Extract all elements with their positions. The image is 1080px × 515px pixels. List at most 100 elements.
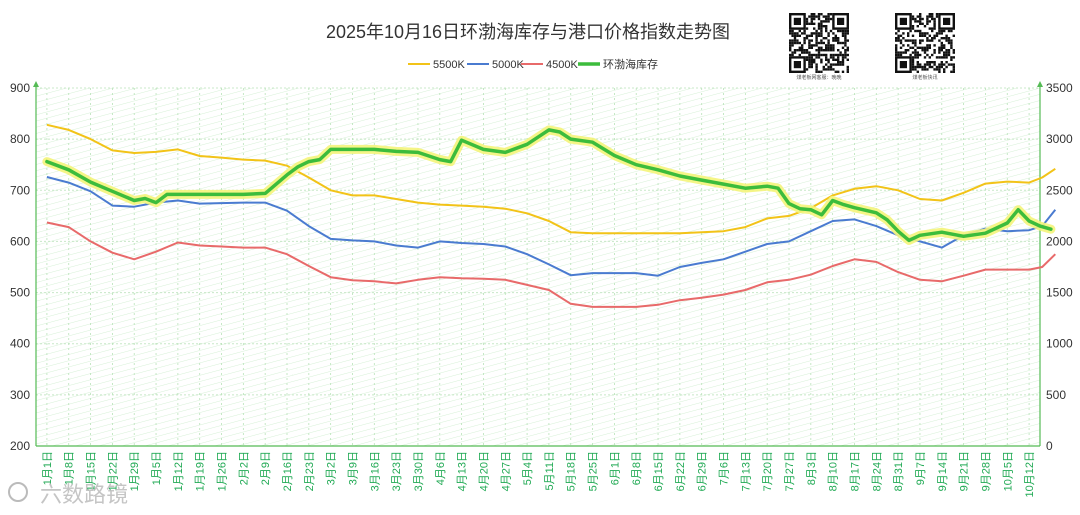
qr-module bbox=[829, 44, 833, 47]
x-tick-label: 4月13日 bbox=[457, 451, 469, 491]
qr-module bbox=[931, 37, 934, 40]
qr-module bbox=[789, 41, 792, 45]
qr-module bbox=[808, 41, 811, 45]
qr-module bbox=[926, 68, 929, 71]
qr-module bbox=[829, 46, 833, 49]
x-tick-label: 4月20日 bbox=[478, 451, 490, 491]
y-right-tick-label: 2000 bbox=[1046, 234, 1073, 248]
qr-module bbox=[844, 37, 847, 40]
qr-module bbox=[789, 53, 792, 57]
qr-module bbox=[808, 61, 811, 64]
x-tick-label: 5月18日 bbox=[566, 451, 578, 491]
qr-module bbox=[808, 51, 811, 54]
qr-module bbox=[909, 39, 912, 42]
qr-module bbox=[822, 65, 825, 69]
x-tick-label: 4月6日 bbox=[435, 451, 447, 485]
qr-module bbox=[938, 63, 941, 66]
qr-module bbox=[820, 49, 823, 52]
qr-module bbox=[846, 65, 849, 69]
qr-module bbox=[911, 51, 915, 54]
qr-module bbox=[827, 15, 830, 18]
qr-module bbox=[895, 49, 898, 52]
qr-module bbox=[926, 46, 929, 49]
watermark: 六数路镜 bbox=[8, 482, 128, 507]
x-tick-label: 1月12日 bbox=[173, 451, 185, 491]
qr-module bbox=[904, 51, 907, 54]
qr-module bbox=[938, 68, 941, 71]
qr-module bbox=[815, 15, 818, 18]
legend: 5500K 5000K 4500K 环渤海库存 bbox=[408, 57, 658, 71]
qr-module bbox=[926, 49, 929, 52]
qr-module bbox=[825, 17, 828, 21]
x-tick-label: 8月10日 bbox=[828, 451, 840, 491]
qr-module bbox=[820, 27, 823, 30]
qr-module bbox=[923, 25, 927, 28]
qr-module bbox=[822, 25, 825, 28]
qr-module bbox=[810, 20, 813, 23]
qr-module bbox=[810, 39, 813, 42]
qr-module bbox=[895, 39, 898, 42]
qr-module bbox=[911, 61, 915, 64]
qr-module bbox=[820, 34, 823, 37]
qr-module bbox=[813, 22, 816, 25]
qr-module bbox=[825, 25, 828, 28]
qr-module bbox=[825, 44, 828, 47]
qr-module bbox=[895, 53, 898, 57]
qr-module bbox=[827, 20, 830, 23]
x-tick-label: 2月23日 bbox=[304, 451, 316, 491]
qr-module bbox=[952, 68, 955, 71]
qr-module bbox=[834, 63, 837, 66]
x-tick-label: 6月22日 bbox=[675, 451, 687, 491]
qr-module bbox=[938, 39, 941, 42]
qr-module bbox=[805, 37, 809, 40]
x-tick-label: 1月19日 bbox=[195, 451, 207, 491]
qr-module bbox=[911, 15, 915, 18]
qr-module bbox=[919, 53, 922, 57]
qr-module bbox=[832, 53, 835, 57]
qr-module bbox=[827, 39, 830, 42]
qr-module bbox=[907, 44, 910, 47]
x-tick-label: 3月9日 bbox=[347, 451, 359, 485]
qr-module bbox=[815, 65, 818, 69]
qr-module bbox=[827, 34, 830, 37]
qr-module bbox=[926, 15, 929, 18]
series-line-p4500 bbox=[46, 221, 1056, 308]
qr-module bbox=[895, 44, 898, 47]
qr-module bbox=[817, 53, 821, 57]
qr-module bbox=[911, 27, 915, 30]
qr-module bbox=[952, 63, 955, 66]
qr-module bbox=[837, 41, 840, 45]
qr-module bbox=[803, 37, 806, 40]
qr-module bbox=[829, 63, 833, 66]
qr-module bbox=[938, 51, 941, 54]
x-tick-label: 1月29日 bbox=[129, 451, 141, 491]
qr-module bbox=[919, 39, 922, 42]
qr-module bbox=[839, 61, 842, 64]
qr-module bbox=[813, 53, 816, 57]
qr-module bbox=[832, 56, 835, 59]
qr-module bbox=[919, 15, 922, 18]
qr-module bbox=[825, 29, 828, 33]
qr-module bbox=[837, 37, 840, 40]
qr-module bbox=[832, 68, 835, 71]
qr-module bbox=[803, 49, 806, 52]
qr-module bbox=[907, 34, 910, 37]
qr-module bbox=[820, 32, 823, 35]
qr-module bbox=[815, 32, 818, 35]
qr-module bbox=[844, 39, 847, 42]
qr-module bbox=[933, 17, 936, 21]
y-right-tick-label: 1500 bbox=[1046, 286, 1073, 300]
chart-title: 2025年10月16日环渤海库存与港口价格指数走势图 bbox=[326, 22, 730, 42]
qr-module bbox=[793, 51, 797, 54]
qr-module bbox=[844, 34, 847, 37]
qr-module bbox=[935, 34, 939, 37]
qr-module bbox=[921, 17, 924, 21]
qr-module bbox=[923, 51, 927, 54]
qr-module bbox=[945, 61, 948, 64]
qr-module bbox=[793, 32, 797, 35]
qr-module bbox=[919, 22, 922, 25]
qr-module bbox=[945, 56, 948, 59]
qr-module bbox=[933, 25, 936, 28]
qr-module bbox=[926, 37, 929, 40]
qr-module bbox=[923, 68, 927, 71]
